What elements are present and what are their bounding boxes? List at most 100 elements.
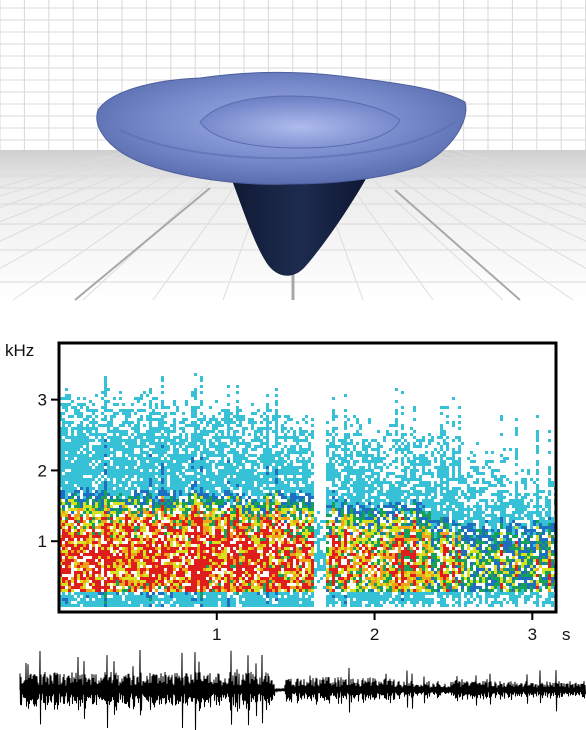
spectrogram-cell	[173, 493, 176, 496]
spectrogram-cell	[329, 580, 332, 583]
spectrogram-cell	[161, 466, 164, 469]
spectrogram-cell	[215, 439, 218, 442]
spectrogram-cell	[110, 568, 113, 571]
spectrogram-cell	[221, 496, 224, 499]
spectrogram-cell	[68, 538, 71, 541]
spectrogram-cell	[143, 496, 146, 499]
spectrogram-cell	[158, 439, 161, 442]
spectrogram-cell	[350, 505, 353, 508]
spectrogram-cell	[101, 454, 104, 457]
spectrogram-cell	[251, 511, 254, 514]
spectrogram-cell	[212, 436, 215, 439]
spectrogram-cell	[221, 565, 224, 568]
spectrogram-cell	[158, 460, 161, 463]
spectrogram-cell	[74, 412, 77, 415]
spectrogram-cell	[125, 523, 128, 526]
spectrogram-cell	[110, 439, 113, 442]
spectrogram-cell	[266, 580, 269, 583]
spectrogram-cell	[146, 577, 149, 580]
spectrogram-cell	[269, 448, 272, 451]
spectrogram-cell	[338, 586, 341, 589]
spectrogram-cell	[182, 484, 185, 487]
spectrogram-cell	[122, 601, 125, 604]
spectrogram-cell	[194, 466, 197, 469]
spectrogram-cell	[197, 580, 200, 583]
spectrogram-cell	[209, 568, 212, 571]
spectrogram-cell	[257, 505, 260, 508]
spectrogram-cell	[266, 439, 269, 442]
spectrogram-cell	[311, 505, 314, 508]
spectrogram-cell	[77, 544, 80, 547]
spectrogram-cell	[257, 517, 260, 520]
spectrogram-cell	[188, 580, 191, 583]
spectrogram-cell	[293, 505, 296, 508]
spectrogram-cell	[188, 538, 191, 541]
spectrogram-cell	[113, 442, 116, 445]
spectrogram-cell	[254, 523, 257, 526]
spectrogram-cell	[62, 592, 65, 595]
spectrogram-cell	[119, 502, 122, 505]
spectrogram-cell	[95, 493, 98, 496]
spectrogram-cell	[212, 598, 215, 601]
spectrogram-cell	[218, 508, 221, 511]
spectrogram-cell	[254, 601, 257, 604]
spectrogram-cell	[158, 604, 161, 607]
spectrogram-cell	[77, 412, 80, 415]
spectrogram-cell	[233, 544, 236, 547]
spectrogram-cell	[200, 442, 203, 445]
spectrogram-cell	[89, 421, 92, 424]
spectrogram-cell	[146, 418, 149, 421]
spectrogram-cell	[215, 475, 218, 478]
spectrogram-cell	[281, 583, 284, 586]
spectrogram-cell	[167, 589, 170, 592]
spectrogram-cell	[326, 571, 329, 574]
spectrogram-cell	[224, 574, 227, 577]
spectrogram-cell	[155, 529, 158, 532]
spectrogram-cell	[335, 460, 338, 463]
spectrogram-cell	[266, 601, 269, 604]
spectrogram-cell	[266, 505, 269, 508]
spectrogram-cell	[353, 577, 356, 580]
spectrogram-cell	[227, 517, 230, 520]
spectrogram-cell	[308, 475, 311, 478]
spectrogram-cell	[194, 415, 197, 418]
spectrogram-cell	[125, 601, 128, 604]
spectrogram-cell	[176, 451, 179, 454]
spectrogram-cell	[251, 589, 254, 592]
spectrogram-cell	[335, 490, 338, 493]
spectrogram-cell	[347, 436, 350, 439]
spectrogram-cell	[218, 478, 221, 481]
spectrogram-cell	[65, 520, 68, 523]
spectrogram-cell	[83, 598, 86, 601]
spectrogram-cell	[134, 526, 137, 529]
spectrogram-cell	[191, 580, 194, 583]
spectrogram-cell	[116, 463, 119, 466]
spectrogram-cell	[341, 523, 344, 526]
spectrogram-cell	[92, 553, 95, 556]
spectrogram-cell	[167, 472, 170, 475]
spectrogram-cell	[89, 472, 92, 475]
spectrogram-cell	[257, 508, 260, 511]
spectrogram-cell	[119, 487, 122, 490]
spectrogram-cell	[317, 523, 320, 526]
spectrogram-cell	[137, 430, 140, 433]
spectrogram-cell	[140, 487, 143, 490]
spectrogram-cell	[179, 532, 182, 535]
spectrogram-cell	[353, 589, 356, 592]
spectrogram-cell	[236, 502, 239, 505]
spectrogram-cell	[281, 547, 284, 550]
spectrogram-cell	[251, 559, 254, 562]
spectrogram-cell	[233, 583, 236, 586]
spectrogram-cell	[191, 583, 194, 586]
spectrogram-cell	[179, 526, 182, 529]
spectrogram-cell	[284, 532, 287, 535]
spectrogram-cell	[164, 436, 167, 439]
spectrogram-cell	[179, 562, 182, 565]
spectrogram-cell	[212, 475, 215, 478]
spectrogram-cell	[218, 592, 221, 595]
spectrogram-cell	[191, 463, 194, 466]
spectrogram-cell	[275, 541, 278, 544]
spectrogram-cell	[242, 418, 245, 421]
spectrogram-cell	[155, 577, 158, 580]
spectrogram-cell	[251, 490, 254, 493]
